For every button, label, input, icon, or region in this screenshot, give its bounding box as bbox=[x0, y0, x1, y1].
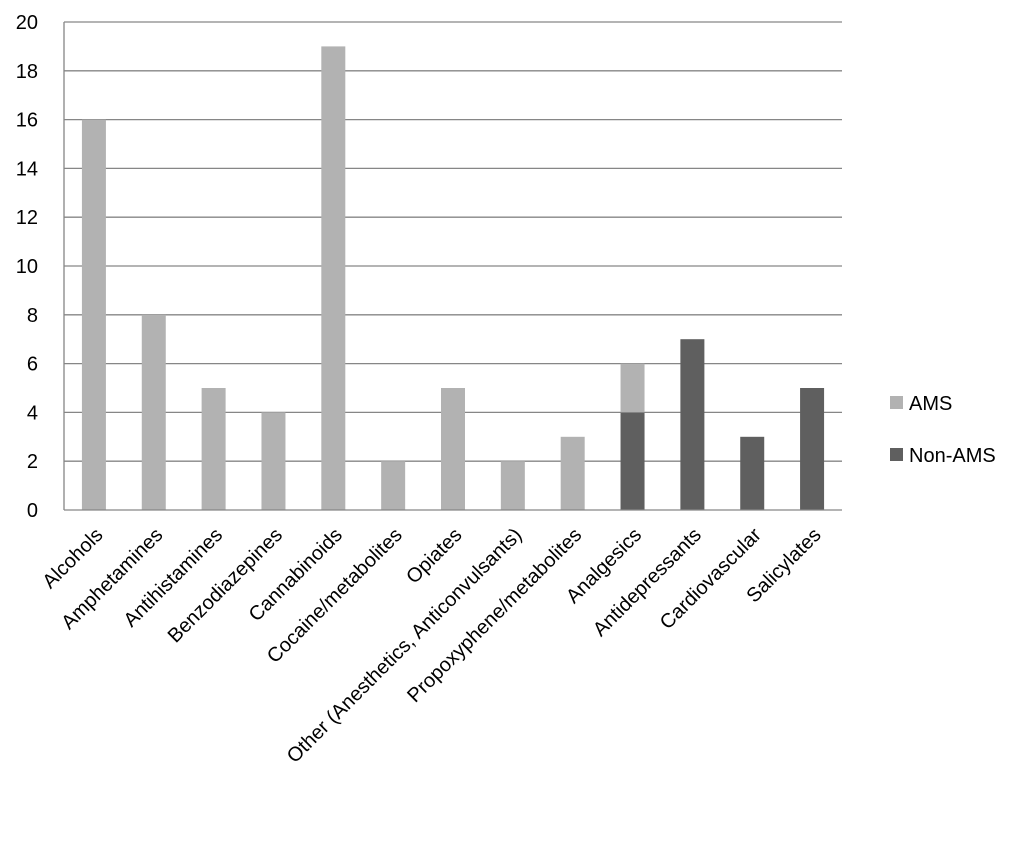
bar-ams-5 bbox=[381, 461, 406, 510]
y-tick-label: 8 bbox=[27, 305, 38, 327]
y-tick-label: 14 bbox=[16, 158, 38, 180]
bar-non-ams-10 bbox=[680, 339, 705, 510]
y-tick-label: 12 bbox=[16, 207, 38, 229]
x-category-label: Antidepressants bbox=[589, 524, 706, 641]
y-tick-label: 0 bbox=[27, 500, 38, 522]
bar-non-ams-12 bbox=[800, 388, 825, 510]
legend-label: AMS bbox=[909, 393, 952, 415]
bar-non-ams-9 bbox=[620, 412, 645, 510]
y-tick-label: 20 bbox=[16, 12, 38, 34]
y-tick-label: 10 bbox=[16, 256, 38, 278]
bars bbox=[81, 46, 825, 511]
x-axis-category-labels: AlcoholsAmphetaminesAntihistaminesBenzod… bbox=[38, 524, 825, 768]
bar-ams-0 bbox=[81, 119, 106, 510]
y-tick-label: 18 bbox=[16, 61, 38, 83]
y-tick-label: 6 bbox=[27, 354, 38, 376]
bar-ams-7 bbox=[500, 461, 525, 510]
bar-non-ams-11 bbox=[740, 436, 765, 510]
legend-swatch-non-ams bbox=[890, 448, 903, 461]
legend-swatch-ams bbox=[890, 396, 903, 409]
y-axis-tick-labels: 0 2 4 6 8 10 12 14 16 18 20 bbox=[16, 12, 38, 522]
y-tick-label: 16 bbox=[16, 110, 38, 132]
y-tick-label: 2 bbox=[27, 451, 38, 473]
bar-ams-2 bbox=[201, 388, 226, 510]
legend: AMS Non-AMS bbox=[890, 393, 996, 467]
x-category-label: Amphetamines bbox=[57, 524, 167, 634]
bar-ams-9 bbox=[620, 363, 645, 413]
gridlines bbox=[64, 21, 842, 462]
bar-ams-1 bbox=[141, 314, 166, 510]
y-tick-label: 4 bbox=[27, 402, 38, 424]
x-category-label: Cardiovascular bbox=[656, 524, 766, 634]
bar-ams-8 bbox=[560, 436, 585, 510]
bar-ams-4 bbox=[321, 46, 346, 511]
bar-ams-6 bbox=[441, 388, 465, 510]
legend-label: Non-AMS bbox=[909, 445, 996, 467]
bar-ams-3 bbox=[261, 412, 286, 510]
